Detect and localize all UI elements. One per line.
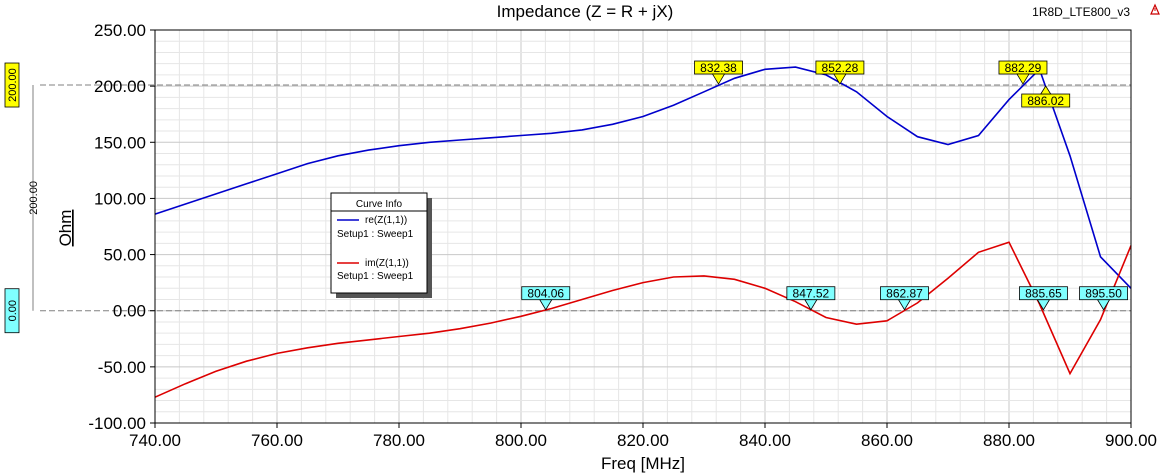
marker-pointer [1040, 85, 1052, 95]
marker-label: 852.28 [822, 61, 859, 75]
side-span-label: 200.00 [28, 181, 40, 215]
y-tick-label: 50.00 [103, 246, 146, 265]
marker-label: 895.50 [1085, 287, 1122, 301]
legend-entry-re: re(Z(1,1)) [365, 215, 407, 226]
x-axis-label: Freq [MHz] [601, 454, 685, 473]
marker-layer: 832.38 852.28 882.29 886.02 804.06 847.52 862.… [521, 60, 1128, 311]
legend-title: Curve Info [356, 199, 403, 210]
y-axis-label: Ohm [56, 210, 75, 247]
y-tick-label: 250.00 [94, 21, 146, 40]
marker: 885.65 [1019, 286, 1068, 311]
marker-label: 862.87 [886, 287, 923, 301]
marker: 804.06 [521, 286, 571, 311]
marker: 852.28 [815, 60, 865, 85]
side-ref-label: 0.00 [7, 300, 19, 321]
curve-info-legend[interactable]: Curve Info re(Z(1,1)) Setup1 : Sweep1 im… [330, 192, 432, 298]
marker: 862.87 [880, 286, 929, 311]
marker-label: 882.29 [1005, 61, 1042, 75]
axes: 740.00 760.00 780.00 800.00 820.00 840.00 860.… [56, 21, 1157, 473]
marker-pointer [539, 299, 553, 311]
y-tick-label: 150.00 [94, 133, 146, 152]
legend-sub-re: Setup1 : Sweep1 [337, 229, 414, 240]
side-scale: 200.00 200.00 0.00 [4, 62, 40, 334]
x-tick-label: 780.00 [373, 431, 425, 450]
series-layer [154, 66, 1132, 398]
marker: 832.38 [694, 60, 743, 85]
grid [154, 29, 1132, 424]
marker-pointer [897, 299, 912, 311]
marker-pointer [1016, 73, 1030, 85]
warning-icon[interactable] [1150, 3, 1160, 15]
marker: 882.29 [998, 60, 1048, 85]
marker-pointer [711, 73, 726, 85]
marker-label: 804.06 [527, 287, 564, 301]
chart-title: Impedance (Z = R + jX) [497, 2, 674, 21]
marker-label: 885.65 [1025, 287, 1062, 301]
series-line-re [154, 66, 1132, 289]
y-tick-label: -50.00 [98, 358, 146, 377]
y-tick-label: -100.00 [88, 414, 146, 433]
side-ref-box [4, 288, 20, 334]
marker: 847.52 [786, 286, 836, 311]
reference-lines [40, 84, 1131, 312]
marker-label: 886.02 [1027, 94, 1064, 108]
x-tick-label: 860.00 [861, 431, 913, 450]
marker: 886.02 [1021, 85, 1071, 108]
x-tick-label: 820.00 [617, 431, 669, 450]
x-tick-label: 740.00 [129, 431, 181, 450]
marker: 895.50 [1079, 286, 1128, 311]
marker-pointer [1096, 299, 1111, 311]
marker-pointer [804, 299, 818, 311]
marker-label: 847.52 [793, 287, 830, 301]
x-tick-label: 880.00 [983, 431, 1035, 450]
y-tick-label: 0.00 [113, 302, 146, 321]
series-line-im [154, 241, 1132, 398]
marker-pointer [833, 73, 847, 85]
x-tick-label: 900.00 [1105, 431, 1157, 450]
legend-sub-im: Setup1 : Sweep1 [337, 271, 414, 282]
marker-pointer [1036, 299, 1051, 311]
side-ref-box [4, 62, 20, 108]
marker-label: 832.38 [700, 61, 737, 75]
x-tick-label: 840.00 [739, 431, 791, 450]
x-tick-label: 760.00 [251, 431, 303, 450]
x-tick-label: 800.00 [495, 431, 547, 450]
side-ref-label: 200.00 [7, 68, 19, 102]
y-tick-label: 200.00 [94, 77, 146, 96]
legend-entry-im: im(Z(1,1)) [365, 258, 409, 269]
design-name: 1R8D_LTE800_v3 [1032, 5, 1130, 19]
y-tick-label: 100.00 [94, 189, 146, 208]
